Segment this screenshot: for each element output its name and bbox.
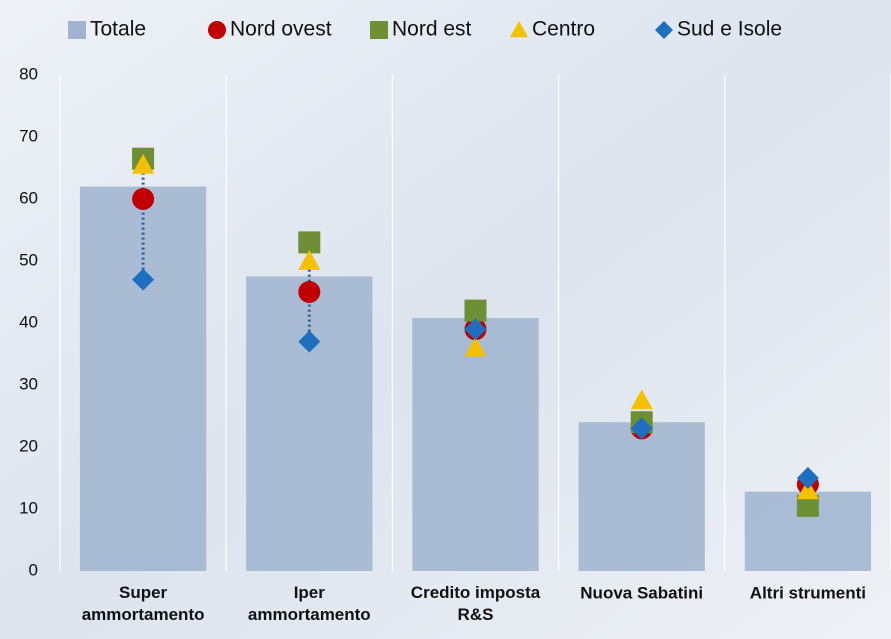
y-tick-label: 20 (19, 436, 38, 455)
page: {"chart_data": {"type": "bar", "categori… (0, 0, 891, 639)
y-tick-label: 70 (19, 126, 38, 145)
legend-label: Nord ovest (230, 18, 332, 41)
x-tick-label: Nuova Sabatini (580, 583, 703, 602)
legend-label: Totale (90, 18, 146, 41)
legend-label: Centro (532, 18, 595, 41)
legend-swatch (208, 21, 226, 39)
marker-circle (132, 188, 154, 210)
legend-label: Sud e Isole (677, 18, 782, 41)
bar (579, 422, 705, 571)
chart: 01020304050607080SuperammortamentoIperam… (0, 0, 891, 639)
legend-swatch (68, 21, 86, 39)
y-tick-label: 40 (19, 312, 38, 331)
y-tick-label: 10 (19, 498, 38, 517)
y-tick-label: 60 (19, 188, 38, 207)
marker-circle (298, 281, 320, 303)
x-tick-label: Altri strumenti (750, 583, 866, 602)
legend-label: Nord est (392, 18, 472, 41)
y-tick-label: 80 (19, 64, 38, 83)
y-tick-label: 30 (19, 374, 38, 393)
y-tick-label: 0 (29, 560, 38, 579)
legend-swatch (370, 21, 388, 39)
y-tick-label: 50 (19, 250, 38, 269)
